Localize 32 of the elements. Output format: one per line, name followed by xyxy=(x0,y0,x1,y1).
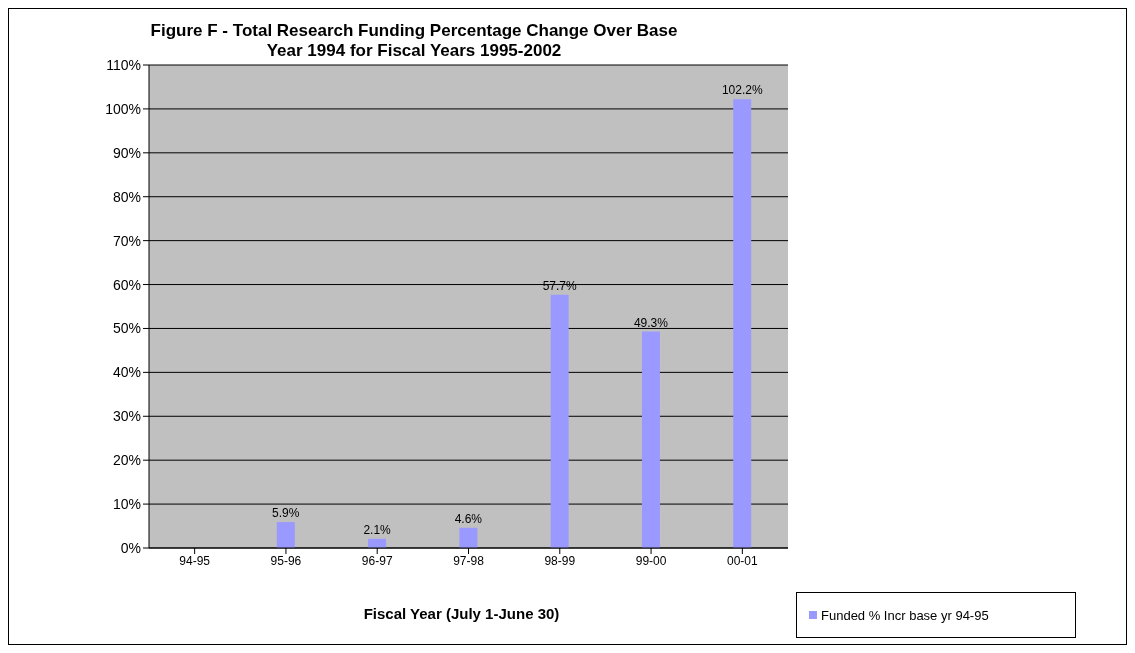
y-tick-label: 80% xyxy=(112,188,141,205)
y-tick-label: 100% xyxy=(105,100,141,117)
bar xyxy=(550,294,569,548)
y-tick-label: 10% xyxy=(112,496,141,513)
bar xyxy=(641,331,660,548)
y-tick-label: 90% xyxy=(112,144,141,161)
data-label: 5.9% xyxy=(272,506,300,521)
x-tick-label: 98-99 xyxy=(544,553,576,568)
chart-title: Figure F - Total Research Funding Percentage Change Over Base Year 1994 for Fiscal Years 1995-2002 xyxy=(149,21,679,61)
y-tick-label: 30% xyxy=(112,408,141,425)
x-tick-label: 94-95 xyxy=(179,553,211,568)
data-label: 2.1% xyxy=(363,522,392,537)
y-tick-label: 0% xyxy=(120,539,141,556)
x-tick-label: 00-01 xyxy=(727,553,759,568)
bar xyxy=(459,527,478,548)
x-axis-title: Fiscal Year (July 1-June 30) xyxy=(362,605,561,622)
legend-label: Funded % Incr base yr 94-95 xyxy=(821,607,989,623)
data-label: 102.2% xyxy=(721,83,763,98)
y-tick-label: 20% xyxy=(112,452,141,469)
y-tick-label: 70% xyxy=(112,232,141,249)
y-tick-label: 40% xyxy=(112,364,141,381)
y-tick-label: 60% xyxy=(112,276,141,293)
x-tick-label: 99-00 xyxy=(635,553,667,568)
y-tick-label: 50% xyxy=(112,320,141,337)
bar xyxy=(733,99,752,548)
y-tick-label: 110% xyxy=(106,56,141,73)
x-tick-label: 97-98 xyxy=(453,553,485,568)
data-label: 4.6% xyxy=(454,511,483,526)
bar xyxy=(276,522,295,548)
x-tick-label: 95-96 xyxy=(270,553,302,568)
data-label: 49.3% xyxy=(633,315,669,330)
x-tick-label: 96-97 xyxy=(361,553,393,568)
